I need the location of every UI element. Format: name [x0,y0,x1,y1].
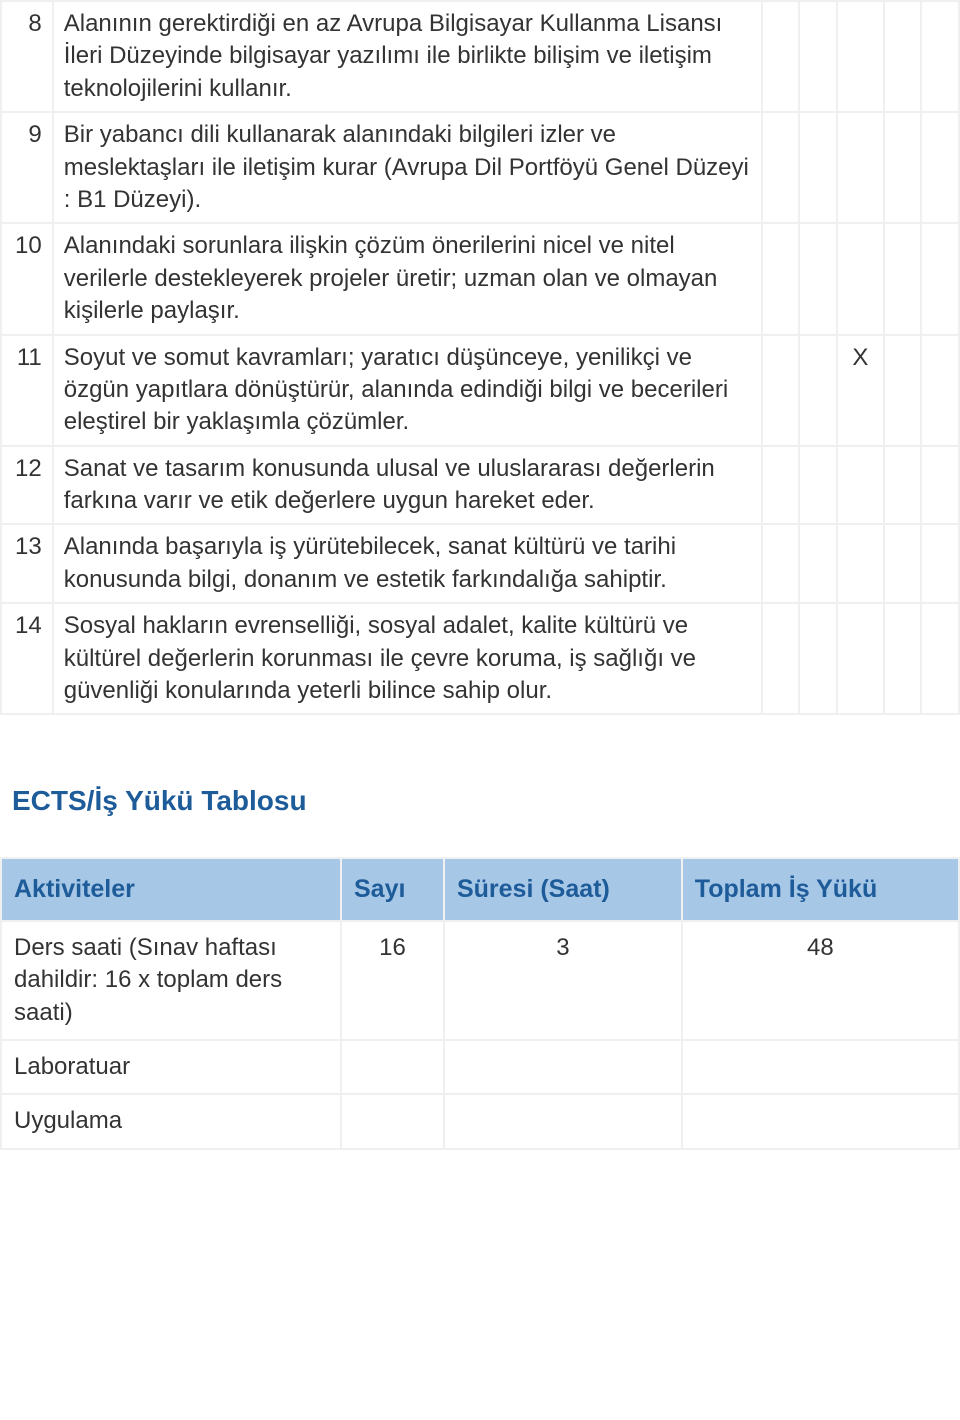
activity-total: 48 [682,921,959,1040]
check-cell [837,446,884,525]
check-cell [799,603,837,714]
table-row: 11 Soyut ve somut kavramları; yaratıcı d… [1,335,959,446]
check-cell [762,446,800,525]
outcome-description: Bir yabancı dili kullanarak alanındaki b… [53,112,762,223]
activity-name: Laboratuar [1,1040,341,1094]
check-cell [837,1,884,112]
activity-duration [444,1094,682,1148]
page-container: 8 Alanının gerektirdiği en az Avrupa Bil… [0,0,960,1150]
check-cell [799,1,837,112]
table-header-row: Aktiviteler Sayı Süresi (Saat) Toplam İş… [1,858,959,921]
outcome-description: Sosyal hakların evrenselliği, sosyal ada… [53,603,762,714]
check-cell [799,112,837,223]
workload-table: Aktiviteler Sayı Süresi (Saat) Toplam İş… [0,857,960,1149]
check-cell [799,223,837,334]
outcome-number: 12 [1,446,53,525]
check-cell [921,603,959,714]
outcome-description: Alanındaki sorunlara ilişkin çözüm öneri… [53,223,762,334]
activity-total [682,1040,959,1094]
activity-name: Uygulama [1,1094,341,1148]
check-cell [921,335,959,446]
activity-duration: 3 [444,921,682,1040]
check-cell [762,1,800,112]
check-cell [799,446,837,525]
table-row: 9 Bir yabancı dili kullanarak alanındaki… [1,112,959,223]
check-cell [884,335,922,446]
check-cell [921,524,959,603]
check-cell [799,524,837,603]
outcome-description: Sanat ve tasarım konusunda ulusal ve ulu… [53,446,762,525]
check-cell: X [837,335,884,446]
table-row: 12 Sanat ve tasarım konusunda ulusal ve … [1,446,959,525]
outcome-description: Soyut ve somut kavramları; yaratıcı düşü… [53,335,762,446]
check-cell [921,446,959,525]
column-header-activities: Aktiviteler [1,858,341,921]
column-header-total: Toplam İş Yükü [682,858,959,921]
outcome-description: Alanında başarıyla iş yürütebilecek, san… [53,524,762,603]
check-cell [921,223,959,334]
activity-count [341,1040,444,1094]
check-cell [884,112,922,223]
check-cell [921,112,959,223]
outcome-number: 8 [1,1,53,112]
table-row: Uygulama [1,1094,959,1148]
check-cell [762,335,800,446]
check-cell [762,524,800,603]
column-header-count: Sayı [341,858,444,921]
outcome-description: Alanının gerektirdiği en az Avrupa Bilgi… [53,1,762,112]
check-cell [884,603,922,714]
table-row: 14 Sosyal hakların evrenselliği, sosyal … [1,603,959,714]
column-header-duration: Süresi (Saat) [444,858,682,921]
outcomes-table: 8 Alanının gerektirdiği en az Avrupa Bil… [0,0,960,715]
check-cell [921,1,959,112]
check-cell [762,112,800,223]
table-row: 13 Alanında başarıyla iş yürütebilecek, … [1,524,959,603]
check-cell [884,223,922,334]
outcome-number: 10 [1,223,53,334]
outcome-number: 11 [1,335,53,446]
table-row: Laboratuar [1,1040,959,1094]
table-row: 10 Alanındaki sorunlara ilişkin çözüm ön… [1,223,959,334]
check-cell [762,603,800,714]
check-cell [837,223,884,334]
check-cell [837,524,884,603]
check-cell [884,1,922,112]
check-cell [837,603,884,714]
workload-section-title: ECTS/İş Yükü Tablosu [12,785,960,817]
check-cell [799,335,837,446]
activity-total [682,1094,959,1148]
table-row: Ders saati (Sınav haftası dahildir: 16 x… [1,921,959,1040]
outcome-number: 13 [1,524,53,603]
check-cell [884,524,922,603]
activity-duration [444,1040,682,1094]
activity-name: Ders saati (Sınav haftası dahildir: 16 x… [1,921,341,1040]
outcome-number: 9 [1,112,53,223]
activity-count: 16 [341,921,444,1040]
check-cell [884,446,922,525]
check-cell [762,223,800,334]
activity-count [341,1094,444,1148]
outcome-number: 14 [1,603,53,714]
table-row: 8 Alanının gerektirdiği en az Avrupa Bil… [1,1,959,112]
check-cell [837,112,884,223]
